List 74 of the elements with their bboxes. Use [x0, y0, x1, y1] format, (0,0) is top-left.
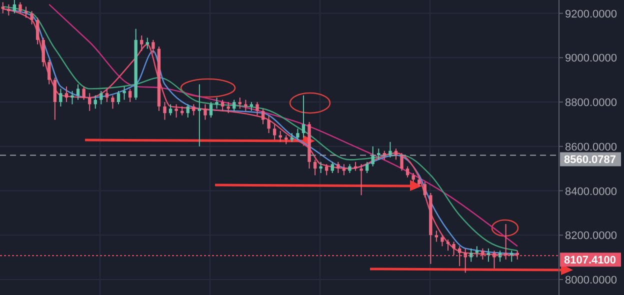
- candlestick: [267, 114, 270, 134]
- candlestick: [319, 161, 322, 174]
- candlestick: [174, 104, 178, 118]
- candlestick: [504, 224, 508, 260]
- candlestick: [313, 159, 317, 176]
- candlestick: [220, 99, 224, 112]
- candlestick: [215, 97, 218, 110]
- candlestick: [163, 102, 166, 120]
- candlestick: [336, 161, 340, 174]
- candlestick: [100, 90, 103, 105]
- candlestick: [244, 99, 248, 112]
- candlestick: [192, 104, 196, 116]
- candlestick: [24, 6, 28, 18]
- y-tick-label: 8800.0000: [565, 97, 617, 110]
- candlestick: [434, 230, 438, 242]
- candlestick: [256, 102, 259, 116]
- candlestick: [53, 77, 57, 120]
- candlestick: [232, 99, 236, 112]
- candlestick: [82, 86, 86, 100]
- candlestick: [59, 88, 62, 107]
- y-tick-label: 9000.0000: [565, 52, 617, 65]
- candlestick: [30, 10, 34, 25]
- y-tick-label: 8400.0000: [565, 186, 617, 198]
- candlestick: [105, 88, 109, 103]
- candlestick: [400, 152, 404, 172]
- candlestick: [360, 164, 363, 196]
- candlestick: [371, 146, 374, 167]
- candlestick: [302, 94, 306, 138]
- candlestick: [261, 108, 265, 125]
- candlestick: [70, 90, 74, 105]
- candlestick: [458, 246, 462, 267]
- candlestick: [475, 246, 478, 258]
- candlestick: [423, 181, 426, 198]
- candlestick: [42, 37, 45, 68]
- candlestick: [7, 4, 10, 16]
- candlestick: [48, 59, 51, 85]
- candlestick: [406, 166, 410, 178]
- candlestick: [76, 84, 80, 100]
- candlestick: [330, 161, 334, 174]
- candlestick: [152, 39, 155, 54]
- y-tick-label: 8000.0000: [565, 274, 617, 286]
- candlestick: [388, 141, 392, 158]
- candlestick: [18, 2, 22, 14]
- ref-line-label: 8107.4100: [564, 254, 616, 267]
- candlestick: [36, 17, 40, 45]
- candlestick: [186, 104, 190, 118]
- candlestick: [325, 164, 328, 176]
- candlestick: [377, 148, 380, 160]
- candlestick: [116, 90, 120, 105]
- candlestick: [146, 37, 149, 50]
- candlestick: [140, 34, 144, 52]
- candlestick: [296, 128, 300, 140]
- candlestick: [198, 84, 202, 147]
- candlestick: [204, 104, 207, 120]
- ref-line-label: 8560.0787: [564, 154, 616, 166]
- candlestick: [128, 88, 132, 103]
- candlestick: [12, 0, 16, 14]
- candlestick: [342, 164, 346, 176]
- candlestick: [111, 94, 114, 110]
- candlestick: [88, 92, 92, 112]
- candlestick: [365, 161, 369, 174]
- y-tick-label: 8600.0000: [565, 141, 617, 154]
- candlestick: [452, 241, 456, 256]
- candlestick: [492, 250, 496, 269]
- candlestick: [1, 2, 4, 14]
- candlestick: [168, 104, 172, 116]
- candlestick: [209, 102, 213, 118]
- candlestick: [122, 86, 126, 100]
- candlestick: [440, 234, 444, 247]
- y-tick-label: 8200.0000: [565, 230, 617, 242]
- candlestick: [64, 86, 68, 103]
- y-tick-label: 9200.0000: [565, 8, 617, 20]
- candlestick: [481, 248, 484, 260]
- candlestick: [272, 124, 276, 140]
